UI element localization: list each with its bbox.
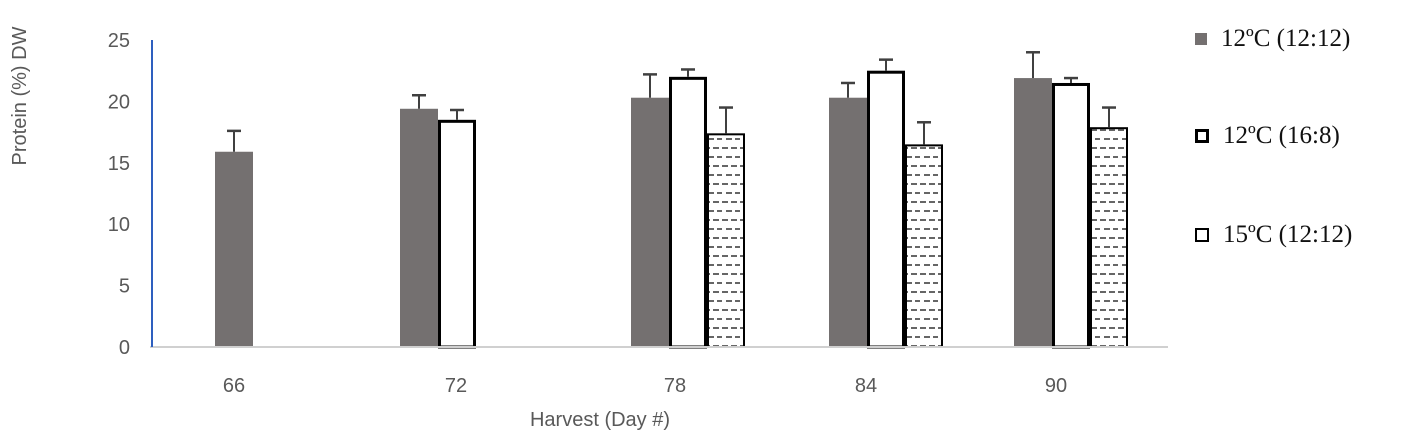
y-tick-label: 0 [119, 337, 130, 359]
legend-label: 12ºC (16:8) [1223, 122, 1340, 149]
bar-90-series-0 [1014, 51, 1052, 348]
bar-84-series-0 [829, 81, 867, 347]
x-tick-label: 90 [1045, 375, 1067, 397]
bar-78-series-1 [669, 68, 707, 349]
y-axis-label: Protein (%) DW [9, 26, 31, 165]
x-tick-label: 66 [223, 375, 245, 397]
y-tick-label: 5 [119, 276, 130, 298]
bar-84-series-1 [867, 58, 905, 349]
x-tick-label: 84 [855, 375, 877, 397]
legend-label: 12ºC (12:12) [1221, 25, 1351, 52]
white-outline-swatch-icon [1195, 129, 1209, 143]
x-axis-ticks: 66 72 78 84 90 [223, 375, 1067, 397]
bars [215, 51, 1128, 349]
y-tick-label: 15 [108, 153, 130, 175]
y-tick-label: 20 [108, 91, 130, 113]
bar-78-series-2 [707, 106, 745, 348]
bar-78-series-0 [631, 73, 669, 347]
dashed-pattern-swatch-icon [1195, 228, 1209, 242]
bar-84-series-2 [905, 121, 943, 348]
legend-item-12c-12-12: 12ºC (12:12) [1195, 25, 1350, 53]
bar-90-series-2 [1090, 106, 1128, 348]
x-tick-label: 78 [664, 375, 686, 397]
legend-item-15c-12-12: 15ºC (12:12) [1195, 221, 1352, 249]
bar-72-series-1 [438, 108, 476, 349]
legend-label: 15ºC (12:12) [1223, 221, 1353, 248]
y-tick-label: 10 [108, 214, 130, 236]
solid-gray-swatch-icon [1195, 33, 1207, 45]
bar-90-series-1 [1052, 76, 1090, 349]
x-tick-label: 72 [445, 375, 467, 397]
legend-item-12c-16-8: 12ºC (16:8) [1195, 122, 1340, 150]
bar-66-series-0 [215, 129, 253, 347]
bar-72-series-0 [400, 94, 438, 347]
y-tick-label: 25 [108, 30, 130, 52]
y-axis-ticks: 0 5 10 15 20 25 [108, 30, 130, 359]
x-axis-label: Harvest (Day #) [530, 409, 670, 431]
